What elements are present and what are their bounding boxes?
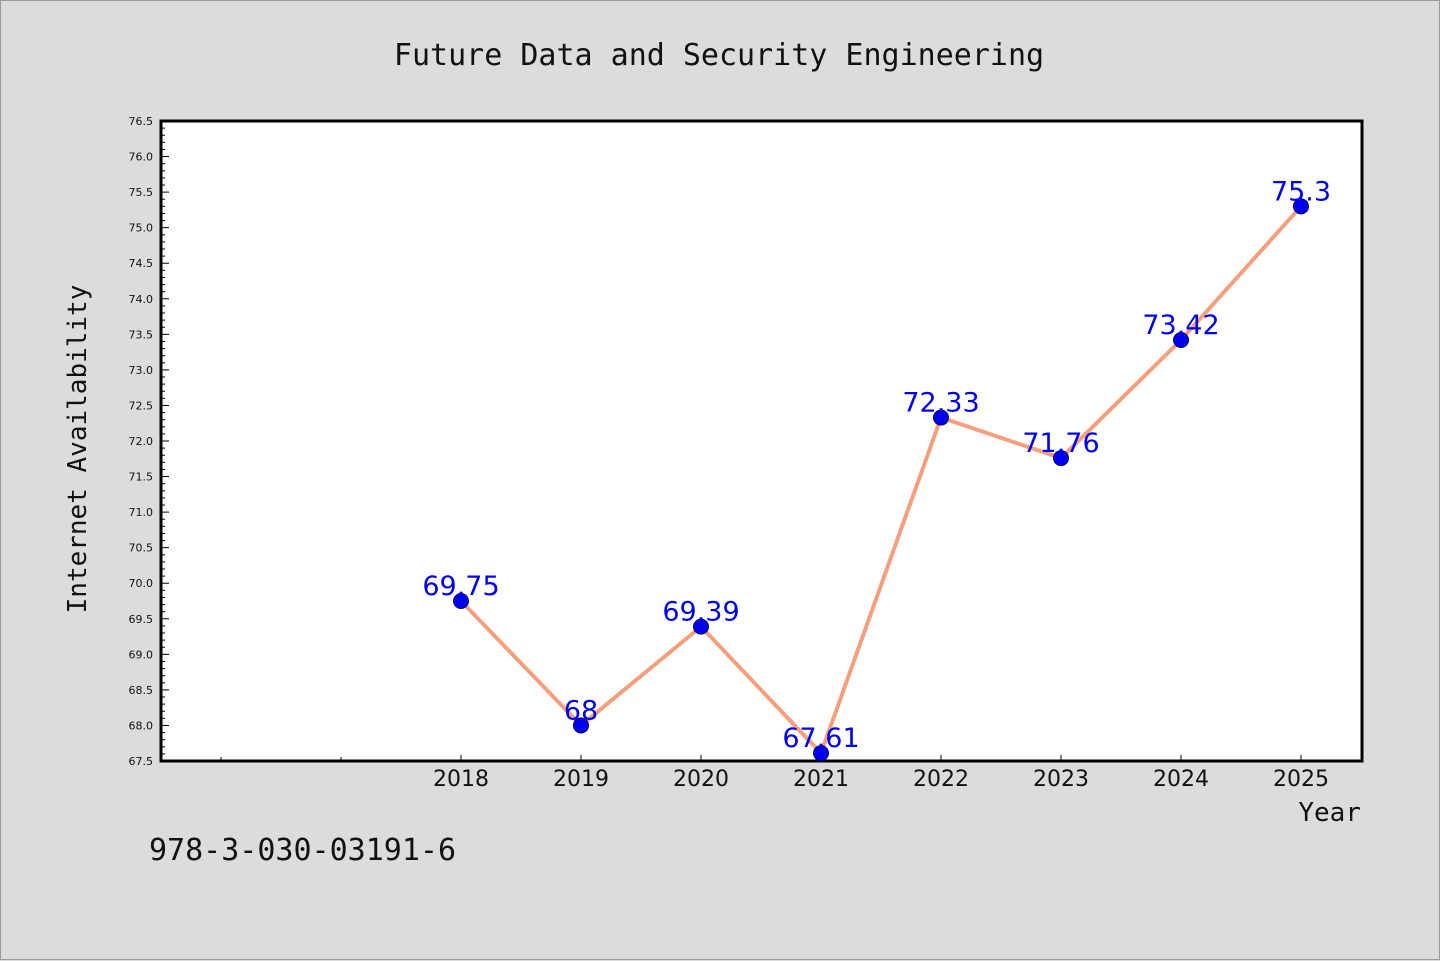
data-point: [933, 409, 949, 426]
data-label: 72.33: [902, 388, 979, 419]
y-tick-label: 69.5: [129, 613, 154, 626]
y-tick-label: 74.5: [129, 257, 154, 270]
y-tick-label: 70.5: [129, 542, 154, 555]
y-tick-label: 73.5: [129, 328, 154, 341]
plot-area: [159, 119, 1364, 763]
x-tick-label: 2022: [913, 767, 969, 792]
x-tick-label: 2018: [433, 767, 489, 792]
y-tick-label: 73.0: [129, 364, 154, 377]
data-label: 69.75: [422, 571, 499, 602]
x-tick-label: 2023: [1033, 767, 1089, 792]
data-point: [1173, 332, 1189, 349]
y-tick-label: 75.5: [129, 186, 154, 199]
x-tick-label: 2024: [1153, 767, 1209, 792]
y-tick-label: 71.0: [129, 506, 154, 519]
data-label: 69.39: [662, 597, 739, 628]
isbn-text: 978-3-030-03191-6: [149, 833, 457, 868]
y-tick-label: 68.5: [129, 684, 154, 697]
y-tick-label: 72.5: [129, 399, 154, 412]
y-tick-label: 70.0: [129, 577, 154, 590]
series-line-path: [459, 204, 1303, 756]
data-label: 68: [564, 695, 598, 726]
data-label: 75.3: [1271, 176, 1331, 207]
data-label: 71.76: [1022, 428, 1099, 459]
y-tick-label: 76.0: [129, 151, 154, 164]
x-tick-label: 2019: [553, 767, 609, 792]
y-tick-label: 71.5: [129, 471, 154, 484]
data-point: [813, 745, 829, 762]
data-label: 73.42: [1142, 310, 1219, 341]
data-labels: 69.75 68 69.39 67.61 72.33 71.76 73.42 75.3: [422, 176, 1331, 754]
x-tick-label: 2020: [673, 767, 729, 792]
x-tick-label: 2021: [793, 767, 849, 792]
data-point: [1053, 450, 1069, 467]
y-tick-label: 67.5: [129, 755, 154, 768]
y-axis-label: Internet Availability: [63, 285, 93, 614]
y-tick-label: 76.5: [129, 115, 154, 128]
series-line: [459, 204, 1303, 756]
chart-title: Future Data and Security Engineering: [394, 38, 1044, 73]
x-tick-label: 2025: [1273, 767, 1329, 792]
data-point: [453, 593, 469, 609]
data-point: [693, 618, 709, 635]
y-tick-label: 74.0: [129, 293, 154, 306]
x-axis-label: Year: [1298, 798, 1361, 828]
y-tick-label: 69.0: [129, 648, 154, 661]
y-tick-label: 72.0: [129, 435, 154, 448]
y-axis: 67.5 68.0 68.5 69.0 69.5 70.0 70.5 71.0 71.5 72.0…: [129, 115, 169, 768]
y-tick-label: 68.0: [129, 719, 154, 732]
data-point: [573, 717, 589, 734]
x-axis: 2018 2019 2020 2021 2022 2023 2024 2025: [220, 755, 1329, 792]
data-point: [1293, 198, 1309, 215]
data-label: 67.61: [782, 723, 859, 754]
series-markers: [453, 198, 1309, 762]
y-tick-label: 75.0: [129, 222, 154, 235]
